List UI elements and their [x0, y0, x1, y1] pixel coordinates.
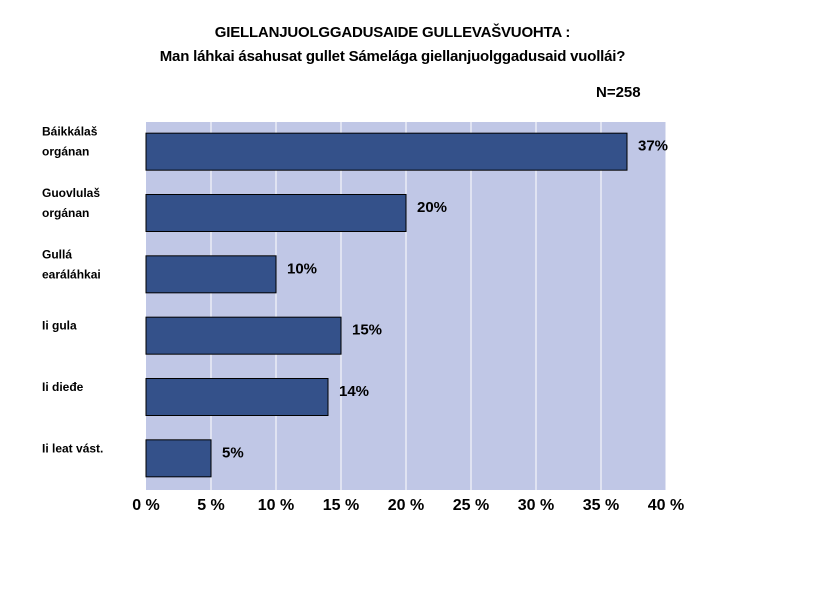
category-label-1-1: orgánan — [42, 206, 89, 220]
x-tick-label-20: 20 % — [388, 497, 424, 514]
x-tick-label-25: 25 % — [453, 497, 489, 514]
value-label-4: 14% — [339, 383, 369, 400]
x-tick-label-35: 35 % — [583, 497, 619, 514]
x-tick-label-0: 0 % — [132, 497, 160, 514]
category-label-2-0: Gullá — [42, 247, 72, 261]
chart-title: GIELLANJUOLGGADUSAIDE GULLEVAŠVUOHTA : — [214, 24, 571, 41]
bar-4 — [145, 378, 329, 416]
bar-5 — [145, 439, 212, 478]
sample-size-label: N=258 — [596, 84, 641, 101]
category-label-0-0: Báikkálaš — [42, 125, 98, 139]
bar-0 — [145, 132, 628, 171]
category-label-0-1: orgánan — [42, 145, 89, 159]
x-tick-label-40: 40 % — [648, 497, 684, 514]
value-label-3: 15% — [352, 322, 382, 339]
category-label-1-0: Guovlulaš — [42, 186, 100, 200]
category-label-2-1: earáláhkai — [42, 267, 101, 281]
bar-2 — [145, 255, 277, 294]
x-tick-label-10: 10 % — [258, 497, 294, 514]
category-label-4-0: Ii dieđe — [42, 380, 84, 394]
x-tick-label-30: 30 % — [518, 497, 554, 514]
value-label-2: 10% — [287, 260, 317, 277]
x-tick-label-15: 15 % — [323, 497, 359, 514]
chart-subtitle: Man láhkai ásahusat gullet Sámelága giel… — [159, 48, 626, 65]
category-label-5-0: Ii leat vást. — [42, 441, 103, 455]
bar-3 — [145, 316, 342, 355]
bar-1 — [145, 194, 407, 232]
value-label-0: 37% — [638, 138, 668, 155]
value-label-1: 20% — [417, 199, 447, 216]
category-label-3-0: Ii gula — [42, 319, 77, 333]
value-label-5: 5% — [222, 444, 244, 461]
x-tick-label-5: 5 % — [197, 497, 225, 514]
